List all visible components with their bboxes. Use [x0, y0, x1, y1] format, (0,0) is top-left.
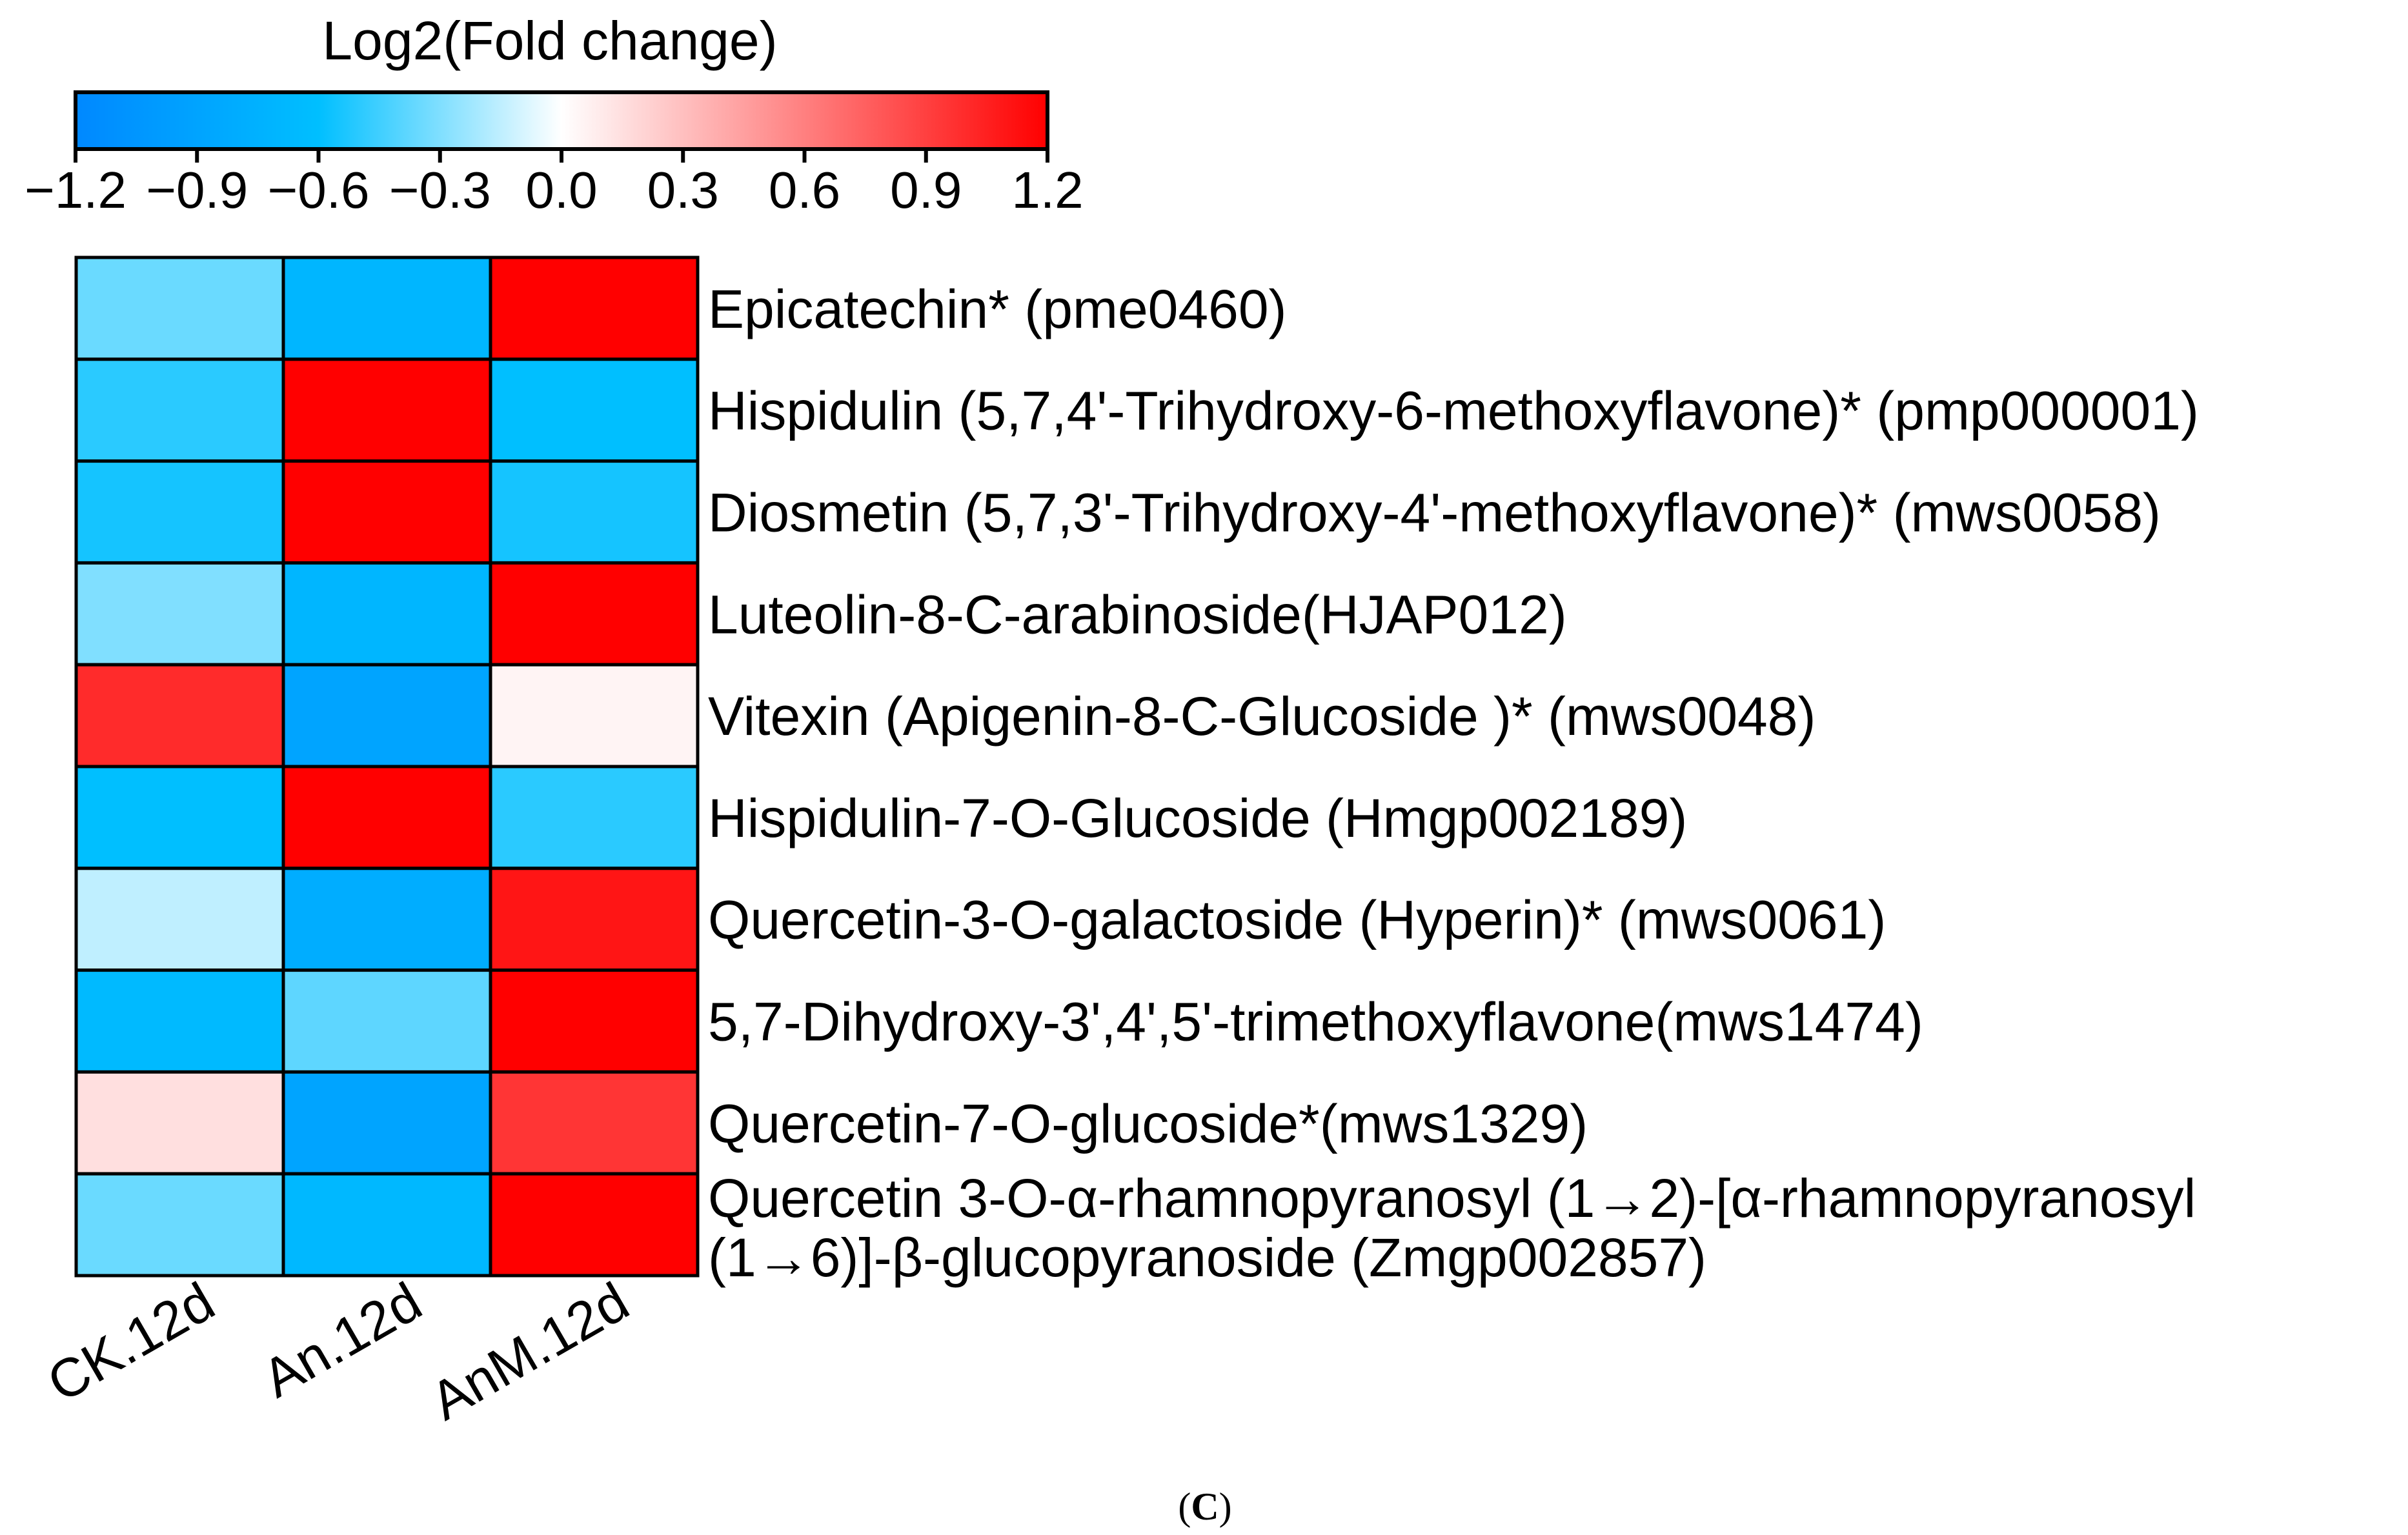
- heatmap-cells: [74, 256, 700, 1278]
- heatmap-cell: [281, 1172, 492, 1278]
- row-label: Diosmetin (5,7,3'-Trihydroxy-4'-methoxyf…: [708, 483, 2161, 543]
- colorbar-tick-label: −0.6: [268, 161, 370, 219]
- heatmap-cell: [74, 561, 285, 667]
- row-label: Epicatechin* (pme0460): [708, 279, 1287, 339]
- heatmap-cell: [489, 561, 700, 667]
- heatmap-cell: [281, 663, 492, 768]
- heatmap-cell: [281, 357, 492, 463]
- column-label: AnM.12d: [420, 1270, 638, 1432]
- heatmap-cell: [74, 867, 285, 972]
- heatmap-cell: [489, 663, 700, 768]
- colorbar-tick-label: −1.2: [25, 161, 126, 219]
- colorbar-title: Log2(Fold change): [322, 10, 777, 71]
- heatmap-cell: [489, 459, 700, 565]
- row-labels: Epicatechin* (pme0460) Hispidulin (5,7,4'…: [708, 279, 2199, 1288]
- panel-caption: (C): [1178, 1485, 1231, 1528]
- heatmap-cell: [281, 968, 492, 1074]
- heatmap-cell: [489, 256, 700, 361]
- row-label: Hispidulin-7-O-Glucoside (Hmgp002189): [708, 788, 1687, 848]
- heatmap-cell: [489, 357, 700, 463]
- heatmap-cell: [281, 765, 492, 870]
- colorbar-tick-label: 0.0: [525, 161, 597, 219]
- heatmap-cell: [74, 968, 285, 1074]
- heatmap-cell: [281, 459, 492, 565]
- heatmap-cell: [281, 256, 492, 361]
- heatmap-cell: [74, 459, 285, 565]
- row-label: 5,7-Dihydroxy-3',4',5'-trimethoxyflavone…: [708, 992, 1923, 1052]
- column-label: CK.12d: [37, 1270, 225, 1414]
- heatmap-cell: [74, 1070, 285, 1176]
- colorbar-tick-label: 0.6: [769, 161, 840, 219]
- colorbar: [74, 90, 1049, 151]
- heatmap-cell: [74, 1172, 285, 1278]
- heatmap-cell: [74, 663, 285, 768]
- heatmap-cell: [281, 1070, 492, 1176]
- heatmap-cell: [281, 867, 492, 972]
- heatmap-cell: [74, 765, 285, 870]
- column-label: An.12d: [252, 1270, 432, 1409]
- row-label: Hispidulin (5,7,4'-Trihydroxy-6-methoxyf…: [708, 381, 2199, 441]
- heatmap-cell: [489, 968, 700, 1074]
- colorbar-ticks: −1.2 −0.9 −0.6 −0.3 0.0 0.3 0.6 0.9 1.2: [25, 149, 1084, 219]
- row-label: Quercetin 3-O-α-rhamnopyranosyl (1→2)-[α…: [708, 1168, 2196, 1229]
- heatmap-cell: [489, 1172, 700, 1278]
- colorbar-tick-label: −0.3: [389, 161, 491, 219]
- heatmap-cell: [489, 765, 700, 870]
- row-label: Quercetin-3-O-galactoside (Hyperin)* (mw…: [708, 890, 1886, 950]
- heatmap-cell: [489, 867, 700, 972]
- heatmap-cell: [74, 256, 285, 361]
- colorbar-tick-label: 1.2: [1011, 161, 1083, 219]
- heatmap-cell: [489, 1070, 700, 1176]
- row-label: Quercetin-7-O-glucoside*(mws1329): [708, 1093, 1588, 1154]
- row-label: Luteolin-8-C-arabinoside(HJAP012): [708, 584, 1567, 645]
- heatmap-cell: [281, 561, 492, 667]
- colorbar-tick-label: 0.3: [647, 161, 719, 219]
- heatmap-cell: [74, 357, 285, 463]
- colorbar-tick-label: −0.9: [146, 161, 248, 219]
- colorbar-tick-label: 0.9: [890, 161, 962, 219]
- row-label: Vitexin (Apigenin-8-C-Glucoside )* (mws0…: [708, 686, 1816, 747]
- row-label: (1→6)]-β-glucopyranoside (Zmgp002857): [708, 1227, 1706, 1288]
